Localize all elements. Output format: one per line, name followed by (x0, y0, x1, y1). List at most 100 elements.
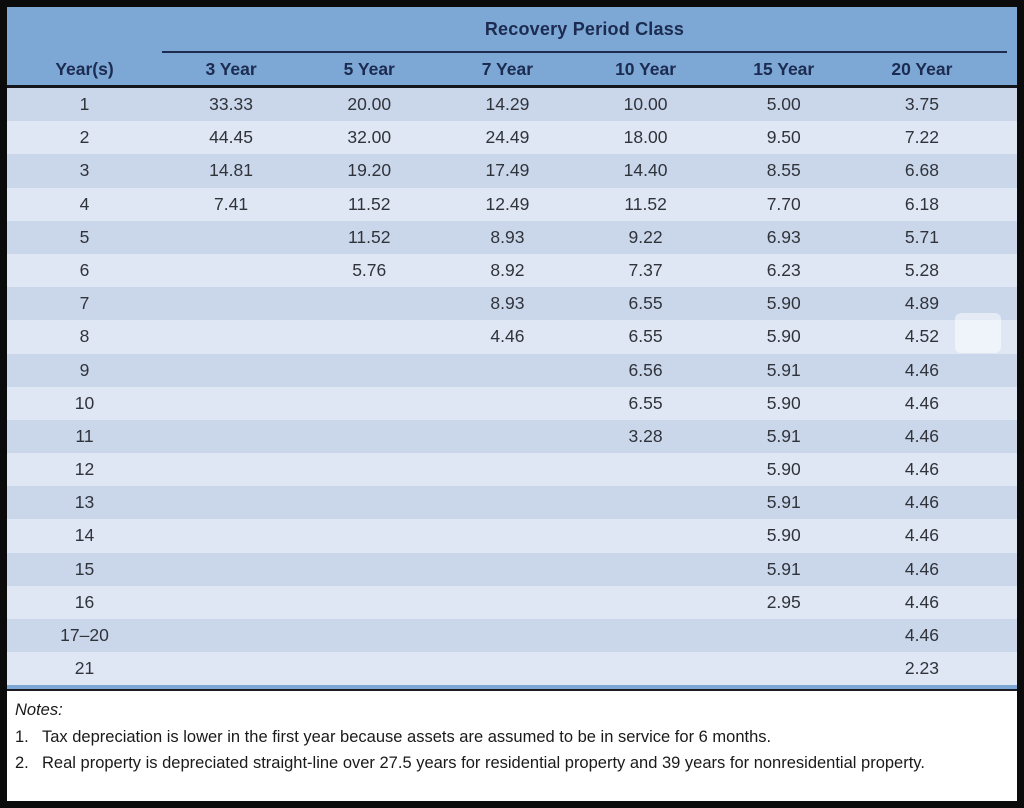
value-cell: 5.28 (904, 259, 939, 280)
value-cell: 4.46 (904, 591, 939, 612)
value-cell: 18.00 (623, 127, 668, 148)
year-cell: 6 (79, 259, 90, 280)
value-cell: 6.55 (628, 293, 663, 314)
value-cell: 2.23 (904, 658, 939, 679)
value-cell: 5.76 (352, 259, 387, 280)
group-header-title: Recovery Period Class (484, 19, 685, 39)
value-cell: 7.22 (904, 127, 939, 148)
table-row: 10 6.55 5.90 4.46 (7, 386, 1017, 420)
year-cell: 9 (79, 359, 90, 380)
table-row: 2 44.45 32.00 24.49 18.00 9.50 7.22 (7, 121, 1017, 155)
table-row: 9 6.56 5.91 4.46 (7, 353, 1017, 387)
value-cell: 3.75 (904, 94, 939, 114)
table-row: 5 11.52 8.93 9.22 6.93 5.71 (7, 220, 1017, 254)
table-row: 14 5.90 4.46 (7, 519, 1017, 553)
column-header-20-year: 20 Year (891, 58, 953, 79)
value-cell: 44.45 (209, 127, 253, 148)
value-cell: 4.52 (904, 326, 939, 347)
table-body: 1 33.33 20.00 14.29 10.00 5.00 3.75 2 44.45 32.00… (7, 88, 1017, 686)
value-cell: 5.91 (766, 425, 801, 446)
year-cell: 13 (74, 492, 95, 513)
column-header-years: Year(s) (55, 58, 114, 79)
value-cell: 17.49 (485, 160, 530, 181)
value-cell: 6.55 (628, 392, 663, 413)
table-row: 16 2.95 4.46 (7, 585, 1017, 619)
year-cell: 11 (75, 425, 94, 446)
year-cell: 16 (74, 591, 95, 612)
value-cell: 14.81 (209, 160, 253, 181)
table-row: 15 5.91 4.46 (7, 552, 1017, 586)
notes-section: Notes: 1. Tax depreciation is lower in t… (7, 691, 1017, 776)
value-cell: 5.91 (766, 558, 801, 579)
column-header-row: Year(s) 3 Year 5 Year 7 Year 10 Year 15 … (7, 53, 1017, 88)
value-cell: 32.00 (347, 127, 392, 148)
year-cell: 7 (79, 293, 90, 314)
note-item-2: 2. Real property is depreciated straight… (15, 750, 1003, 776)
year-cell: 10 (74, 392, 95, 413)
table-row: 17–20 4.46 (7, 619, 1017, 653)
note-text: Real property is depreciated straight-li… (42, 754, 925, 772)
table-row: 6 5.76 8.92 7.37 6.23 5.28 (7, 253, 1017, 288)
group-header-underline: Recovery Period Class (162, 7, 1007, 53)
value-cell: 14.29 (485, 94, 530, 114)
value-cell: 9.22 (628, 226, 663, 247)
table-row: 1 33.33 20.00 14.29 10.00 5.00 3.75 (7, 88, 1017, 122)
table-row: 3 14.81 19.20 17.49 14.40 8.55 6.68 (7, 154, 1017, 188)
table-row: 8 4.46 6.55 5.90 4.52 (7, 320, 1017, 354)
value-cell: 6.55 (628, 326, 663, 347)
value-cell: 7.37 (628, 259, 663, 280)
value-cell: 5.90 (766, 392, 801, 413)
year-cell: 3 (79, 160, 90, 181)
value-cell: 5.90 (766, 459, 801, 480)
year-cell: 1 (79, 94, 90, 114)
value-cell: 14.40 (623, 160, 668, 181)
value-cell: 8.55 (766, 160, 801, 181)
value-cell: 6.23 (766, 259, 801, 280)
value-cell: 10.00 (623, 94, 668, 114)
value-cell: 2.95 (766, 591, 801, 612)
value-cell: 7.41 (214, 193, 249, 214)
value-cell: 5.91 (766, 492, 801, 513)
table-row: 13 5.91 4.46 (7, 486, 1017, 520)
column-header-3-year: 3 Year (205, 58, 257, 79)
value-cell: 4.46 (904, 359, 939, 380)
year-cell: 2 (79, 127, 90, 148)
value-cell: 6.68 (904, 160, 939, 181)
value-cell: 5.90 (766, 293, 801, 314)
value-cell: 24.49 (485, 127, 530, 148)
year-cell: 15 (74, 558, 95, 579)
value-cell: 11.52 (624, 193, 667, 214)
value-cell: 4.46 (904, 392, 939, 413)
note-item-1: 1. Tax depreciation is lower in the firs… (15, 724, 1003, 750)
value-cell: 4.46 (904, 425, 939, 446)
value-cell: 8.92 (490, 259, 525, 280)
value-cell: 7.70 (766, 193, 801, 214)
value-cell: 6.93 (766, 226, 801, 247)
column-header-15-year: 15 Year (753, 58, 815, 79)
value-cell: 6.56 (628, 359, 663, 380)
value-cell: 5.90 (766, 326, 801, 347)
macrs-table: Recovery Period Class Year(s) 3 Year 5 Y… (7, 7, 1017, 691)
value-cell: 8.93 (490, 293, 525, 314)
value-cell: 9.50 (766, 127, 801, 148)
group-header-row: Recovery Period Class (7, 7, 1017, 53)
value-cell: 6.18 (904, 193, 939, 214)
value-cell: 4.46 (490, 326, 525, 347)
value-cell: 11.52 (347, 226, 391, 247)
value-cell: 5.71 (904, 226, 939, 247)
table-row: 4 7.41 11.52 12.49 11.52 7.70 6.18 (7, 187, 1017, 221)
note-text: Tax depreciation is lower in the first y… (42, 728, 772, 746)
value-cell: 4.46 (904, 525, 939, 546)
table-row: 11 3.28 5.91 4.46 (7, 419, 1017, 454)
table-row: 7 8.93 6.55 5.90 4.89 (7, 287, 1017, 321)
year-cell: 12 (74, 459, 95, 480)
value-cell: 4.89 (904, 293, 939, 314)
value-cell: 8.93 (490, 226, 525, 247)
value-cell: 5.00 (766, 94, 801, 114)
value-cell: 5.90 (766, 525, 801, 546)
value-cell: 4.46 (904, 625, 939, 645)
year-cell: 5 (79, 226, 90, 247)
value-cell: 12.49 (485, 193, 530, 214)
year-cell: 14 (74, 525, 95, 546)
